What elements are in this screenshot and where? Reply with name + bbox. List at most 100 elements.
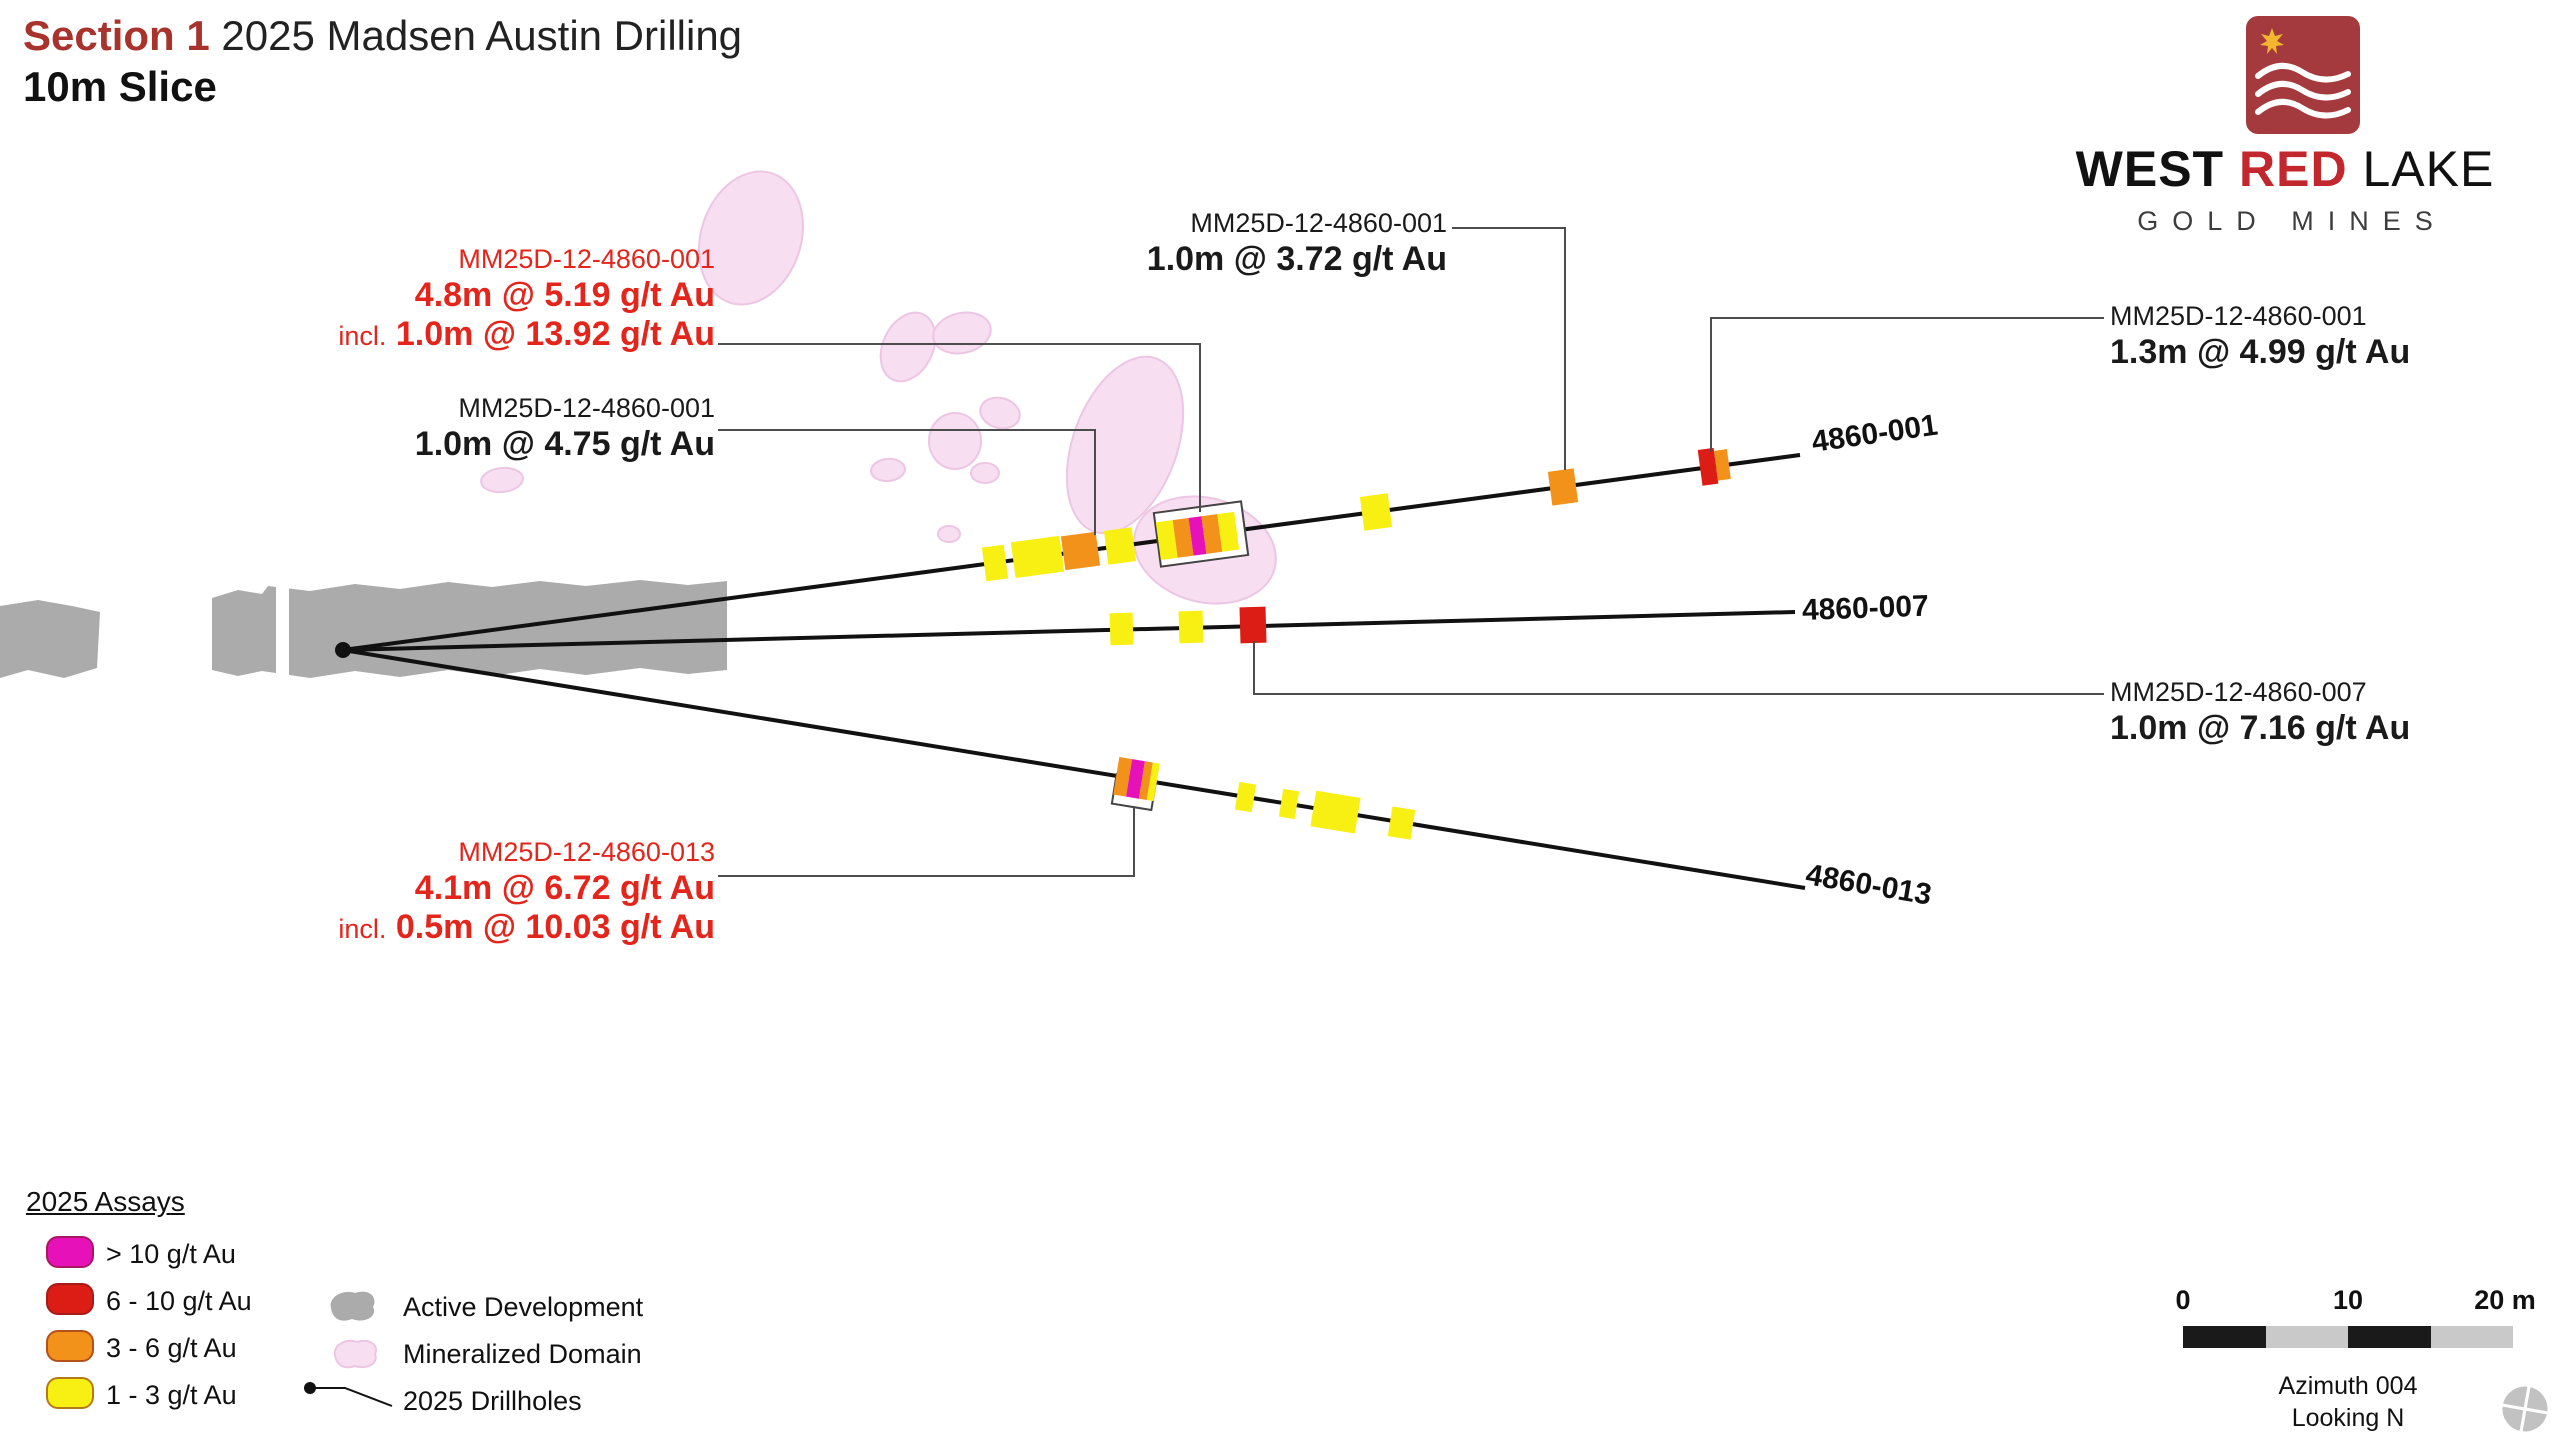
assay-interval	[1178, 610, 1204, 644]
legend-development-swatch	[330, 1291, 375, 1321]
assay-interval	[1310, 790, 1361, 834]
callout-4860-001-499: MM25D-12-4860-001 1.3m @ 4.99 g/t Au	[2110, 300, 2560, 372]
callout-hole-id: MM25D-12-4860-001	[1190, 208, 1447, 238]
compass-rose-icon	[2499, 1383, 2551, 1435]
assay-interval	[1113, 757, 1133, 797]
leader-line	[1710, 317, 2104, 452]
legend-label-drillholes: 2025 Drillholes	[403, 1386, 582, 1416]
callout-value: 1.0m @ 3.72 g/t Au	[1146, 240, 1447, 278]
legend-label-6-10: 6 - 10 g/t Au	[106, 1286, 252, 1316]
maple-leaf-icon	[2260, 28, 2284, 54]
assay-interval	[1697, 447, 1719, 486]
scale-bar-segment	[2265, 1326, 2348, 1348]
legend-drillhole-symbol	[304, 1382, 393, 1407]
assay-interval	[1278, 788, 1300, 820]
assay-interval	[1010, 535, 1065, 579]
mineralized-domain	[480, 466, 524, 494]
development-blob-icon	[330, 1291, 375, 1321]
callout-hole-id: MM25D-12-4860-001	[2110, 301, 2367, 331]
title-rest: 2025 Madsen Austin Drilling	[221, 12, 743, 59]
leader-line	[1253, 641, 2104, 695]
mineralized-domain	[870, 457, 906, 483]
assay-interval	[1201, 514, 1223, 554]
callout-4860-001-475: MM25D-12-4860-001 1.0m @ 4.75 g/t Au	[240, 392, 715, 464]
scale-tick-0: 0	[2175, 1285, 2191, 1315]
scale-bar-segment	[2183, 1326, 2266, 1348]
callout-value: 1.0m @ 4.75 g/t Au	[414, 425, 715, 463]
title-line: Section 1 2025 Madsen Austin Drilling	[23, 10, 742, 62]
leader-line	[718, 429, 1096, 535]
mineralized-domain	[970, 462, 1000, 484]
drillhole-label-4860-007: 4860-007	[1801, 589, 1930, 627]
assay-interval	[1109, 612, 1134, 646]
mineralized-domain	[928, 412, 982, 470]
assay-interval	[1713, 449, 1731, 481]
assay-interval	[1239, 606, 1267, 644]
assay-interval	[1217, 511, 1240, 552]
callout-4860-001-highlight: MM25D-12-4860-001 4.8m @ 5.19 g/t Au inc…	[240, 243, 715, 356]
assay-interval	[1146, 762, 1160, 802]
logo-name: WEST RED LAKE	[2040, 142, 2530, 196]
legend-label-domain: Mineralized Domain	[403, 1339, 642, 1369]
logo-icon	[2246, 16, 2360, 134]
logo-wordmark: WEST RED LAKE GOLD MINES	[2040, 142, 2530, 237]
mineralized-domain	[879, 311, 937, 383]
scale-tick-20: 20 m	[2474, 1285, 2536, 1315]
callout-value: 1.0m @ 7.16 g/t Au	[2110, 709, 2411, 747]
legend-label-3-6: 3 - 6 g/t Au	[106, 1333, 237, 1363]
assay-intervals-4860-007	[1109, 606, 1267, 646]
callout-value: 4.8m @ 5.19 g/t Au	[414, 276, 715, 314]
callout-hole-id: MM25D-12-4860-013	[458, 837, 715, 867]
scale-bar	[2183, 1326, 2513, 1348]
logo-west: WEST	[2075, 141, 2225, 197]
assay-interval	[1359, 493, 1393, 531]
assay-interval	[1387, 806, 1416, 840]
scale-bar-segment	[2430, 1326, 2513, 1348]
callout-value: 4.1m @ 6.72 g/t Au	[414, 869, 715, 907]
assay-interval	[1234, 781, 1257, 813]
leader-line	[718, 343, 1201, 512]
assay-interval	[1155, 520, 1178, 560]
azimuth-note: Azimuth 004	[2278, 1372, 2418, 1400]
drillhole-collar	[335, 642, 351, 658]
callout-hole-id: MM25D-12-4860-001	[458, 244, 715, 274]
callout-4860-001-372: MM25D-12-4860-001 1.0m @ 3.72 g/t Au	[995, 207, 1447, 279]
assay-interval	[1060, 531, 1101, 571]
legend-swatch-6-10	[46, 1283, 94, 1315]
legend-swatch-3-6	[46, 1330, 94, 1362]
callout-hole-id: MM25D-12-4860-007	[2110, 677, 2367, 707]
assay-intervals-4860-013	[1113, 757, 1416, 840]
title-section: Section 1	[23, 12, 210, 59]
drillhole-trace-icon	[310, 1387, 393, 1407]
callout-incl-value: 0.5m @ 10.03 g/t Au	[395, 908, 715, 946]
mineralized-domain	[698, 170, 804, 306]
assay-interval-cluster	[1155, 511, 1240, 560]
development-gap	[276, 576, 289, 680]
legend-swatch-gt10	[46, 1236, 94, 1268]
assay-interval	[981, 544, 1009, 582]
callout-incl-prefix: incl.	[338, 321, 387, 351]
callout-incl-prefix: incl.	[338, 914, 387, 944]
callout-hole-id: MM25D-12-4860-001	[458, 393, 715, 423]
assay-interval	[1172, 517, 1194, 558]
leader-line	[718, 806, 1135, 877]
title-subtitle: 10m Slice	[23, 63, 217, 110]
mineralized-domain	[937, 525, 961, 543]
drillhole-trace-4860-007	[342, 610, 1796, 652]
drillhole-trace-4860-013	[342, 648, 1806, 890]
mineralized-domain	[979, 396, 1021, 430]
drillhole-collar-icon	[304, 1382, 316, 1394]
assay-interval	[1547, 468, 1579, 506]
leader-line	[1452, 227, 1566, 470]
callout-incl-value: 1.0m @ 13.92 g/t Au	[395, 315, 715, 353]
assay-interval	[1138, 761, 1153, 800]
logo-red: RED	[2239, 141, 2348, 197]
assay-interval	[1103, 527, 1137, 565]
callout-4860-007-716: MM25D-12-4860-007 1.0m @ 7.16 g/t Au	[2110, 676, 2560, 748]
mineralized-domain	[932, 311, 992, 355]
logo-lake: LAKE	[2362, 141, 2495, 197]
legend-domain-swatch	[333, 1339, 377, 1369]
callout-4860-013-highlight: MM25D-12-4860-013 4.1m @ 6.72 g/t Au inc…	[240, 836, 715, 949]
legend-label-1-3: 1 - 3 g/t Au	[106, 1380, 237, 1410]
